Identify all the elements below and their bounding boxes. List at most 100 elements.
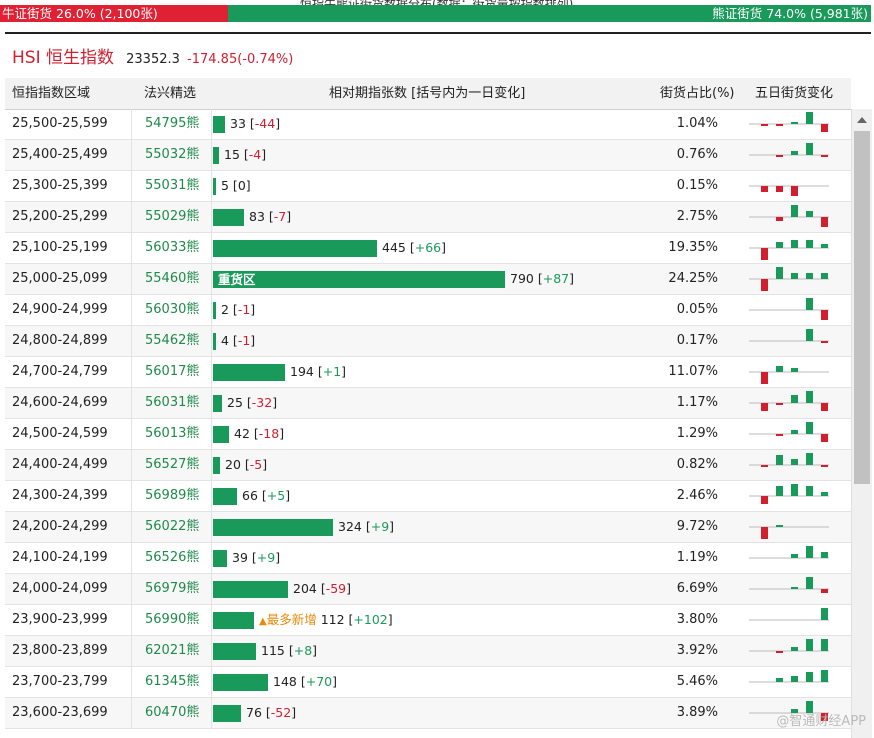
contracts-label: 5 [0] xyxy=(221,178,251,193)
warrant-code-link[interactable]: 56033熊 xyxy=(131,233,211,263)
warrant-code[interactable]: 56526 xyxy=(145,550,187,565)
bear-suffix: 熊 xyxy=(186,550,200,565)
warrant-code-link[interactable]: 56989熊 xyxy=(131,481,211,511)
warrant-code-link[interactable]: 55029熊 xyxy=(131,202,211,232)
divider xyxy=(5,32,871,34)
warrant-code[interactable]: 56030 xyxy=(145,302,187,317)
warrant-code[interactable]: 61345 xyxy=(145,674,187,689)
warrant-code[interactable]: 55032 xyxy=(145,147,187,162)
warrant-code[interactable]: 55462 xyxy=(145,333,187,348)
warrant-code-link[interactable]: 62021熊 xyxy=(131,636,211,666)
share-percent: 3.89% xyxy=(676,705,718,720)
heavy-zone-tag: 重货区 xyxy=(218,272,256,287)
warrant-code[interactable]: 54795 xyxy=(145,116,187,131)
warrant-code-link[interactable]: 56017熊 xyxy=(131,357,211,387)
warrant-code-link[interactable]: 61345熊 xyxy=(131,667,211,697)
warrant-code-link[interactable]: 56030熊 xyxy=(131,295,211,325)
five-day-spark xyxy=(749,185,829,196)
contracts-cell: 66 [+5] xyxy=(211,481,647,511)
warrant-code[interactable]: 56033 xyxy=(145,240,187,255)
warrant-code[interactable]: 56013 xyxy=(145,426,187,441)
warrant-code-link[interactable]: 55460熊 xyxy=(131,264,211,294)
warrant-code-link[interactable]: 60470熊 xyxy=(131,698,211,728)
contracts-bar xyxy=(213,116,225,133)
warrant-code[interactable]: 56989 xyxy=(145,488,187,503)
warrant-code[interactable]: 56022 xyxy=(145,519,187,534)
daily-change: +9 xyxy=(256,550,276,565)
warrant-code-link[interactable]: 55032熊 xyxy=(131,140,211,170)
warrant-code-link[interactable]: 56031熊 xyxy=(131,388,211,418)
spark-bar xyxy=(806,273,813,279)
daily-change: -1 xyxy=(237,302,251,317)
five-day-spark xyxy=(749,453,829,467)
warrant-code[interactable]: 56990 xyxy=(145,612,187,627)
contracts-label: 25 [-32] xyxy=(227,395,278,410)
spark-bar xyxy=(791,151,798,155)
warrant-code[interactable]: 55031 xyxy=(145,178,187,193)
bear-suffix: 熊 xyxy=(186,519,200,534)
contracts-label: 790 [+87] xyxy=(510,271,574,286)
five-day-spark xyxy=(749,639,829,653)
warrant-code[interactable]: 55029 xyxy=(145,209,187,224)
warrant-code-link[interactable]: 56013熊 xyxy=(131,419,211,449)
share-percent: 24.25% xyxy=(668,271,718,286)
index-name: HSI 恒生指数 xyxy=(12,48,114,68)
daily-change: +87 xyxy=(542,271,570,286)
contracts-qty: 324 xyxy=(338,519,362,534)
contracts-bar xyxy=(213,333,216,350)
warrant-code[interactable]: 56979 xyxy=(145,581,187,596)
spark-bar xyxy=(791,368,798,372)
warrant-code-link[interactable]: 55031熊 xyxy=(131,171,211,201)
contracts-bar xyxy=(213,488,237,505)
contracts-bar xyxy=(213,519,333,536)
spark-bar xyxy=(776,525,783,527)
warrant-code-link[interactable]: 54795熊 xyxy=(131,109,211,139)
spark-bar xyxy=(761,465,768,467)
spark-bar xyxy=(791,554,798,558)
warrant-code-link[interactable]: 56022熊 xyxy=(131,512,211,542)
scroll-up-arrow-icon[interactable] xyxy=(857,117,867,123)
contracts-cell: ▲最多新增 112 [+102] xyxy=(211,605,647,635)
spark-bar xyxy=(791,395,798,403)
contracts-bar xyxy=(213,426,229,443)
contracts-qty: 76 xyxy=(246,705,262,720)
share-percent: 19.35% xyxy=(668,240,718,255)
spark-bar xyxy=(821,492,828,496)
table-row: 25,100-25,199 56033熊 445 [+66] 19.35% xyxy=(5,233,851,264)
table-row: 24,300-24,399 56989熊 66 [+5] 2.46% xyxy=(5,481,851,512)
spark-bar xyxy=(761,496,768,504)
spark-bar xyxy=(776,678,783,682)
contracts-cell: 83 [-7] xyxy=(211,202,647,232)
range-cell: 24,900-24,999 xyxy=(12,302,108,317)
daily-change: -7 xyxy=(273,209,287,224)
warrant-code[interactable]: 60470 xyxy=(145,705,187,720)
contracts-bar xyxy=(213,395,222,412)
index-header: HSI 恒生指数 23352.3 -174.85(-0.74%) xyxy=(12,43,293,68)
contracts-cell: 76 [-52] xyxy=(211,698,647,728)
scrollbar[interactable] xyxy=(851,109,872,738)
share-percent: 3.80% xyxy=(676,612,718,627)
warrant-code-link[interactable]: 56526熊 xyxy=(131,543,211,573)
share-percent: 5.46% xyxy=(676,674,718,689)
warrant-code[interactable]: 55460 xyxy=(145,271,187,286)
contracts-bar xyxy=(213,240,377,257)
warrant-code-link[interactable]: 56527熊 xyxy=(131,450,211,480)
five-day-spark xyxy=(749,298,829,320)
warrant-code[interactable]: 56527 xyxy=(145,457,187,472)
spark-bar xyxy=(791,205,798,217)
scrollbar-thumb[interactable] xyxy=(854,131,870,484)
warrant-code-link[interactable]: 56979熊 xyxy=(131,574,211,604)
bear-suffix: 熊 xyxy=(186,705,200,720)
range-cell: 24,700-24,799 xyxy=(12,364,108,379)
warrant-code-link[interactable]: 55462熊 xyxy=(131,326,211,356)
most-new-tag: ▲最多新增 xyxy=(259,612,317,627)
spark-bar xyxy=(821,608,828,620)
daily-change: +102 xyxy=(353,612,388,627)
warrant-code[interactable]: 56031 xyxy=(145,395,187,410)
warrant-code[interactable]: 62021 xyxy=(145,643,187,658)
spark-bar xyxy=(821,341,828,343)
spark-bar xyxy=(791,587,798,589)
warrant-code[interactable]: 56017 xyxy=(145,364,187,379)
bear-suffix: 熊 xyxy=(186,302,200,317)
warrant-code-link[interactable]: 56990熊 xyxy=(131,605,211,635)
